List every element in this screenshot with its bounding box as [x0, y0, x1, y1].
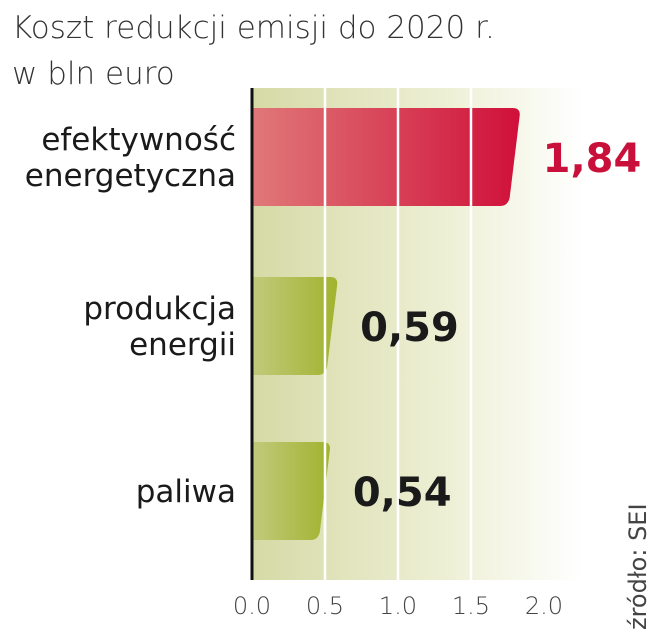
x-tick-label: 1.0 — [379, 592, 417, 620]
x-tick-label: 2.0 — [525, 592, 563, 620]
category-label: efektywność — [41, 122, 236, 158]
bar — [252, 277, 338, 375]
value-label: 0,59 — [360, 305, 459, 351]
bar — [252, 442, 330, 540]
bar — [252, 108, 520, 206]
category-label: produkcja — [83, 291, 236, 327]
value-label: 1,84 — [543, 136, 642, 182]
category-label: energii — [129, 327, 236, 363]
category-label: paliwa — [136, 474, 236, 510]
chart-subtitle: w bln euro — [12, 56, 175, 92]
value-label: 0,54 — [353, 470, 452, 516]
x-tick-label: 0.0 — [233, 592, 271, 620]
x-tick-label: 1.5 — [452, 592, 490, 620]
chart-title: Koszt redukcji emisji do 2020 r. — [12, 10, 495, 46]
source-note: źródło: SEI — [624, 503, 652, 630]
x-tick-label: 0.5 — [306, 592, 344, 620]
category-label: energetyczna — [25, 158, 236, 194]
